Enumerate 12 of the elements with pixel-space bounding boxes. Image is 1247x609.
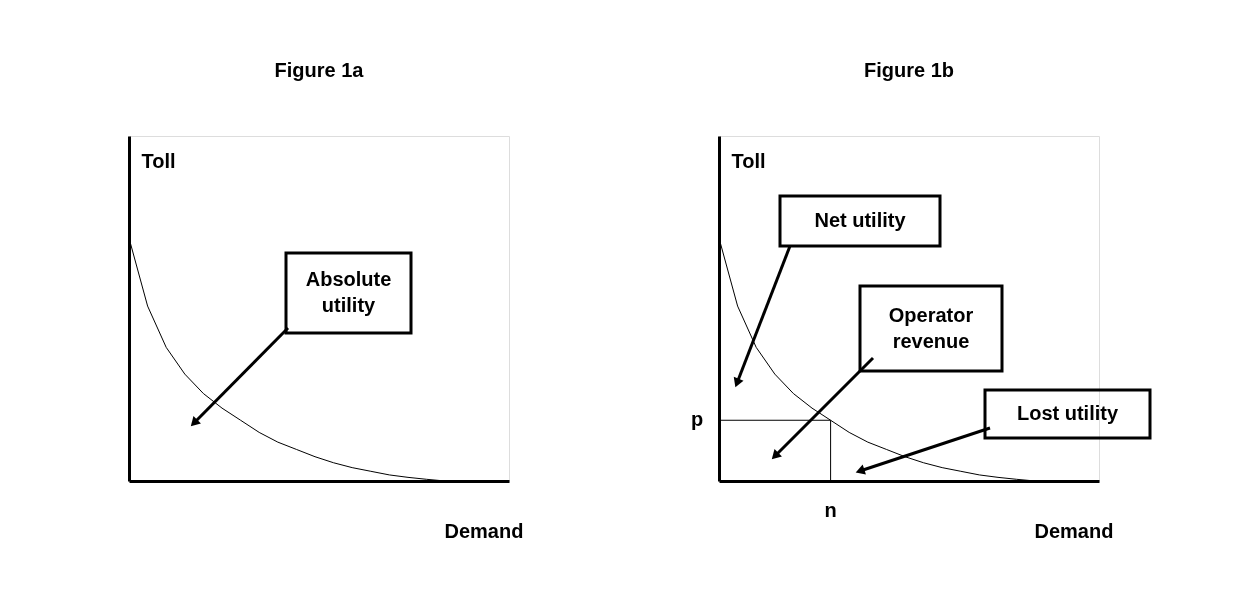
x-axis-title: Demand [444, 519, 524, 542]
text: Net utility [814, 209, 907, 231]
ref-line-label: p [690, 408, 704, 431]
annotation: Operator revenue [888, 303, 974, 352]
y-axis-title: Toll [731, 149, 766, 172]
y-axis-title: Toll [141, 149, 176, 172]
text: n [824, 499, 837, 521]
annotation: Absolute utility [305, 268, 392, 316]
chart-title: Figure 1b [863, 59, 955, 81]
chart-title: Figure 1a [274, 59, 365, 81]
x-axis-title: Demand [1034, 519, 1114, 542]
annotation: Lost utility [1016, 402, 1119, 424]
